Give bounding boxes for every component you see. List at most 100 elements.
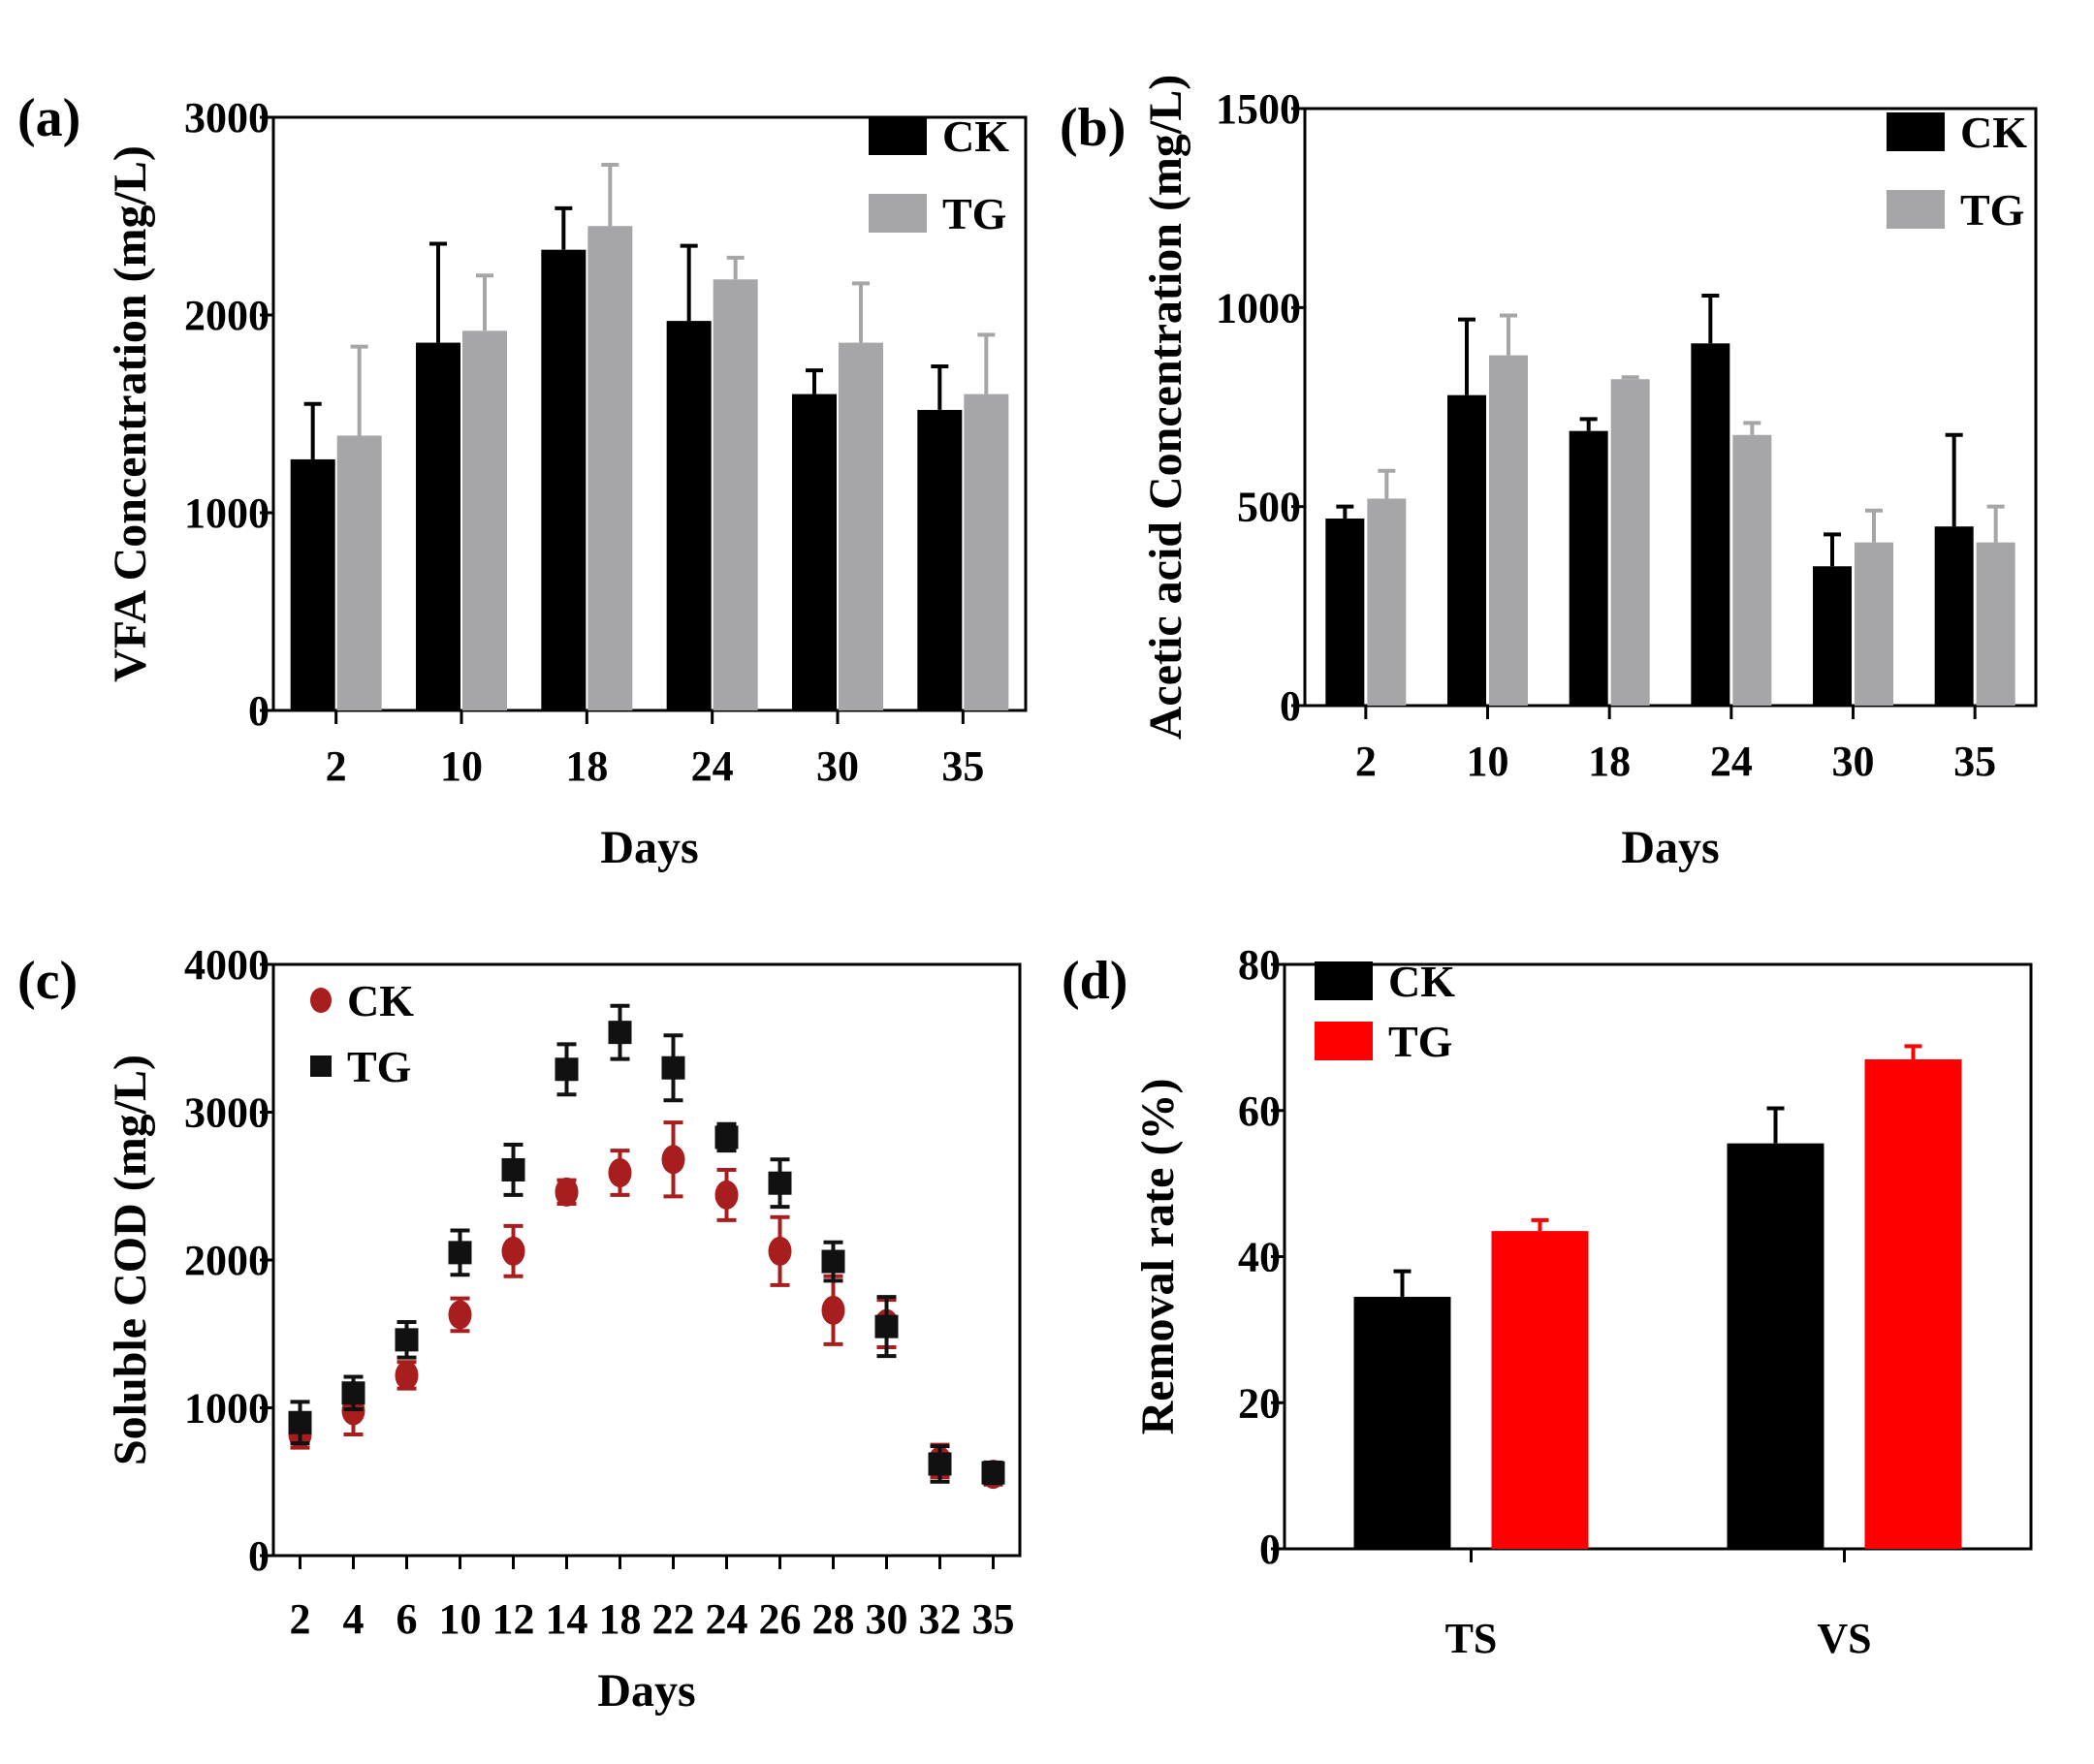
x-axis-title: Days <box>1621 822 1719 873</box>
bar-ck <box>1353 1296 1451 1549</box>
panel-label: (c) <box>17 951 78 1011</box>
point-tg <box>928 1452 952 1476</box>
legend-label: TG <box>1388 1017 1452 1066</box>
legend-swatch <box>1315 961 1373 1000</box>
x-tick-label: 18 <box>565 742 608 790</box>
legend-swatch <box>869 194 927 233</box>
bar-tg <box>1864 1058 1962 1549</box>
y-tick-label: 1000 <box>184 1385 270 1433</box>
x-tick-label: 24 <box>691 742 734 790</box>
point-tg <box>874 1314 899 1339</box>
bar-ck <box>1447 394 1486 706</box>
x-tick-label: TS <box>1445 1615 1498 1662</box>
panel-a: (a) 0 1000 2000 3000 2 10 18 24 30 35 Days VFA Conce… <box>17 88 1028 873</box>
bar-tg <box>336 435 382 710</box>
y-tick-label: 1500 <box>1216 85 1301 133</box>
legend-swatch <box>1887 190 1945 229</box>
y-tick-label: 2000 <box>184 292 270 339</box>
bar-tg <box>1855 542 1893 706</box>
x-tick-label: 10 <box>439 1595 482 1643</box>
y-tick-label: 3000 <box>184 94 270 142</box>
legend-swatch <box>869 116 927 155</box>
point-tg <box>608 1021 632 1045</box>
y-axis-title: Removal rate (%) <box>1132 1079 1184 1435</box>
x-tick-label: 12 <box>492 1595 535 1643</box>
bar-tg <box>1610 379 1650 706</box>
panel-b: (b) 0 500 1000 1500 2 10 18 24 30 35 Days Acetic aci… <box>1060 75 2038 873</box>
panel-d: (d) 0 20 40 60 80 TS VS Removal rate (%) CK TG <box>1062 941 2033 1662</box>
y-tick-label: 1000 <box>1216 284 1301 331</box>
plot-frame <box>271 115 1028 712</box>
y-tick-label: 3000 <box>184 1089 270 1137</box>
point-tg <box>714 1125 739 1150</box>
y-tick-label: 80 <box>1238 941 1281 989</box>
legend-label: CK <box>1388 957 1455 1006</box>
x-tick-label: 14 <box>546 1595 588 1643</box>
point-tg <box>981 1461 1005 1485</box>
bar-ck <box>416 342 460 710</box>
legend-label: CK <box>1960 108 2027 157</box>
bar-ck <box>1934 526 1974 706</box>
x-tick-label: 2 <box>326 742 347 790</box>
legend-swatch <box>310 1055 332 1077</box>
x-tick-label: 10 <box>1467 738 1509 785</box>
y-tick-label: 0 <box>1280 682 1301 730</box>
x-tick-label: 26 <box>759 1595 802 1643</box>
x-tick-label: 4 <box>343 1595 365 1643</box>
y-tick-label: 0 <box>248 1532 270 1580</box>
bar-tg <box>964 394 1009 710</box>
x-tick-label: 18 <box>1588 738 1631 785</box>
x-tick-label: 35 <box>972 1595 1015 1643</box>
x-tick-label: 35 <box>941 742 984 790</box>
x-tick-label: 30 <box>1832 738 1875 785</box>
legend-swatch <box>1315 1022 1373 1060</box>
x-tick-label: 28 <box>812 1595 855 1643</box>
plot-frame <box>1303 107 2038 708</box>
point-ck <box>768 1236 792 1266</box>
bar-tg <box>1732 434 1772 706</box>
point-tg <box>768 1171 792 1195</box>
bar-ck <box>792 394 837 710</box>
y-tick-label: 60 <box>1238 1087 1281 1135</box>
y-tick-label: 20 <box>1238 1379 1281 1427</box>
bar-ck <box>1325 518 1365 706</box>
x-tick-label: 30 <box>866 1595 908 1643</box>
x-tick-label: 24 <box>706 1595 748 1643</box>
y-tick-label: 2000 <box>184 1237 270 1284</box>
panel-label: (a) <box>17 88 80 148</box>
y-tick-label: 500 <box>1237 484 1301 531</box>
legend-label: CK <box>347 976 414 1025</box>
point-tg <box>821 1249 845 1274</box>
point-ck <box>501 1236 525 1266</box>
legend-label: CK <box>942 111 1009 161</box>
point-ck <box>448 1300 472 1330</box>
x-tick-label: 35 <box>1953 738 1996 785</box>
bar-tg <box>462 331 507 710</box>
y-tick-label: 0 <box>248 687 270 735</box>
y-tick-label: 4000 <box>184 941 270 989</box>
bar-ck <box>1727 1143 1824 1549</box>
legend-label: TG <box>942 189 1006 238</box>
x-tick-label: VS <box>1817 1615 1871 1662</box>
x-tick-label: 18 <box>599 1595 642 1643</box>
point-tg <box>501 1157 525 1181</box>
legend-label: TG <box>347 1042 411 1091</box>
panel-label: (b) <box>1060 98 1126 158</box>
bar-tg <box>713 279 758 710</box>
bar-tg <box>1489 355 1528 706</box>
y-axis-title: VFA Concentration (mg/L) <box>105 145 156 682</box>
x-tick-label: 2 <box>1355 738 1377 785</box>
y-tick-label: 0 <box>1259 1526 1281 1573</box>
x-tick-label: 32 <box>919 1595 962 1643</box>
bar-tg <box>587 226 633 710</box>
point-ck <box>661 1145 685 1175</box>
legend-swatch <box>310 988 332 1013</box>
point-tg <box>555 1057 579 1082</box>
point-tg <box>395 1328 419 1352</box>
x-tick-label: 22 <box>652 1595 695 1643</box>
y-tick-label: 1000 <box>184 489 270 537</box>
point-tg <box>448 1241 472 1265</box>
point-tg <box>288 1410 312 1434</box>
y-axis-title: Soluble COD (mg/L) <box>105 1055 156 1465</box>
